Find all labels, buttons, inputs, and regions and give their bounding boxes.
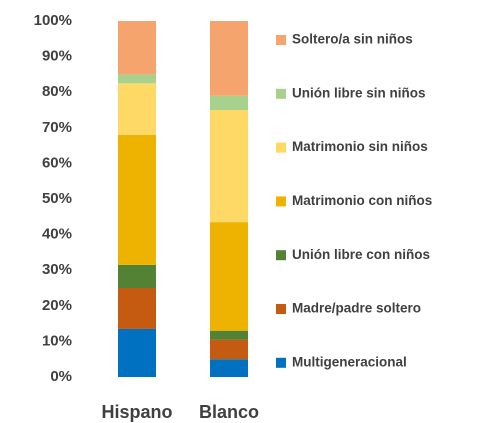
legend-label: Soltero/a sin niños — [292, 32, 413, 47]
bar-segment — [210, 95, 248, 110]
bar-segment — [210, 110, 248, 223]
legend-swatch — [276, 250, 286, 261]
bar-segment — [118, 21, 156, 75]
legend-label: Unión libre sin niños — [292, 85, 426, 100]
x-tick-label: Hispano — [101, 402, 172, 422]
legend-label: Madre/padre soltero — [292, 301, 421, 316]
bar-segment — [118, 134, 156, 265]
x-tick-label: Blanco — [199, 402, 259, 422]
y-tick-label: 80% — [42, 83, 72, 100]
bar-segment — [210, 359, 248, 377]
bar-segment — [118, 83, 156, 135]
legend-swatch — [276, 142, 286, 153]
y-tick-label: 30% — [42, 261, 72, 278]
bar-segment — [210, 330, 248, 340]
y-tick-label: 100% — [34, 12, 72, 29]
legend-swatch — [276, 357, 286, 368]
y-tick-label: 70% — [42, 119, 72, 136]
y-tick-label: 90% — [42, 48, 72, 65]
bar-segment — [118, 328, 156, 377]
y-tick-label: 20% — [42, 297, 72, 314]
y-tick-label: 10% — [42, 332, 72, 349]
legend-label: Matrimonio con niños — [292, 193, 432, 208]
bar-segment — [118, 264, 156, 288]
legend-swatch — [276, 88, 286, 99]
y-tick-label: 0% — [50, 368, 72, 385]
y-tick-label: 40% — [42, 226, 72, 243]
legend-label: Matrimonio sin niños — [292, 139, 428, 154]
bar-segment — [118, 288, 156, 329]
legend-swatch — [276, 196, 286, 207]
legend-swatch — [276, 304, 286, 314]
y-tick-label: 60% — [42, 154, 72, 171]
y-tick-label: 50% — [42, 190, 72, 207]
legend-label: Multigeneracional — [292, 354, 407, 369]
bar-segment — [118, 74, 156, 84]
legend-label: Unión libre con niños — [292, 247, 430, 262]
bar-segment — [210, 339, 248, 360]
bar-segment — [210, 21, 248, 96]
bar-segment — [210, 222, 248, 331]
legend-swatch — [276, 35, 286, 45]
